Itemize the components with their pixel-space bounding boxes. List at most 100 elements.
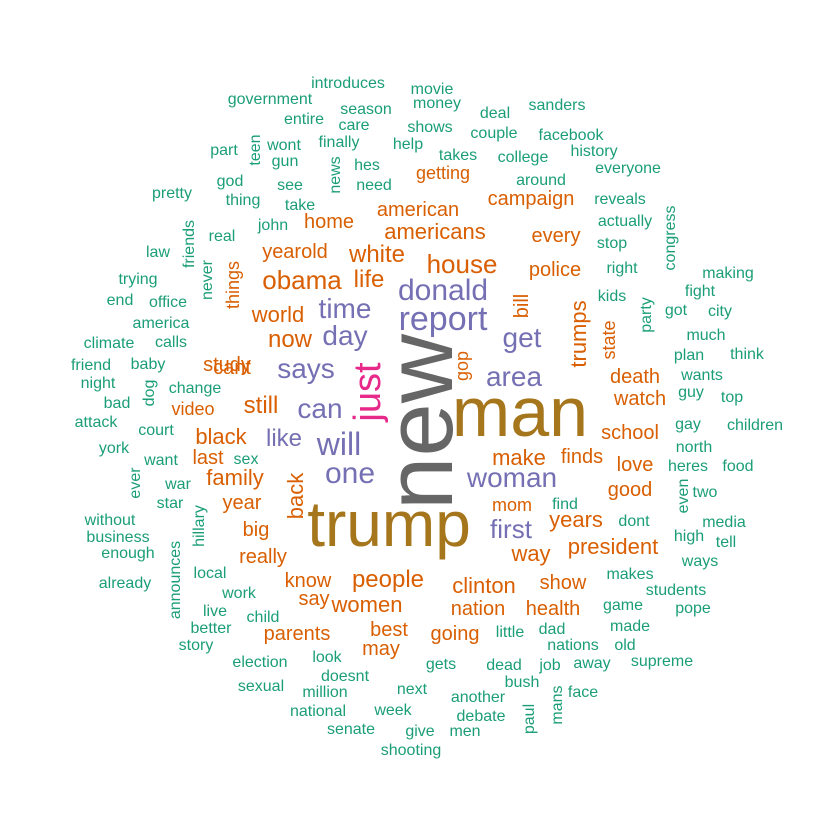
word-bad: bad xyxy=(104,395,131,412)
word-health: health xyxy=(526,598,581,620)
word-local: local xyxy=(194,565,227,582)
word-want: want xyxy=(143,452,178,469)
word-campaign: campaign xyxy=(488,188,575,210)
word-gun: gun xyxy=(272,153,299,170)
word-paul: paul xyxy=(521,704,538,734)
word-sanders: sanders xyxy=(529,97,586,114)
word-hillary: hillary xyxy=(191,505,208,547)
word-video: video xyxy=(171,399,214,419)
word-night: night xyxy=(81,375,116,392)
word-york: york xyxy=(99,440,130,457)
word-men: men xyxy=(449,723,480,740)
word-movie: movie xyxy=(411,81,454,98)
word-woman: woman xyxy=(466,462,557,493)
word-office: office xyxy=(149,294,187,311)
word-dad: dad xyxy=(539,621,566,638)
word-history: history xyxy=(570,143,617,160)
word-man: man xyxy=(452,373,588,451)
word-announces: announces xyxy=(167,541,184,619)
word-know: know xyxy=(285,570,332,592)
word-reveals: reveals xyxy=(594,191,646,208)
word-right: right xyxy=(606,260,638,277)
word-dead: dead xyxy=(486,657,522,674)
word-like: like xyxy=(266,425,302,452)
word-find: find xyxy=(552,496,578,513)
word-week: week xyxy=(373,702,412,719)
word-business: business xyxy=(86,529,149,546)
word-kids: kids xyxy=(598,288,626,305)
word-child: child xyxy=(247,609,280,626)
word-watch: watch xyxy=(613,388,666,410)
word-new: new xyxy=(366,333,473,510)
word-trying: trying xyxy=(118,271,157,288)
word-love: love xyxy=(617,454,654,476)
word-doesnt: doesnt xyxy=(321,668,370,685)
word-god: god xyxy=(217,173,244,190)
word-years: years xyxy=(549,507,603,532)
word-first: first xyxy=(490,514,533,544)
word-mom: mom xyxy=(492,495,532,515)
word-will: will xyxy=(316,426,361,462)
word-senate: senate xyxy=(327,721,375,738)
word-takes: takes xyxy=(439,147,477,164)
word-gets: gets xyxy=(426,656,456,673)
word-friends: friends xyxy=(181,220,198,268)
word-report: report xyxy=(399,300,488,338)
word-fight: fight xyxy=(685,283,716,300)
word-baby: baby xyxy=(131,356,166,373)
word-finds: finds xyxy=(561,446,603,468)
word-bill: bill xyxy=(511,294,533,318)
word-best: best xyxy=(370,619,408,641)
word-plan: plan xyxy=(674,347,704,364)
word-congress: congress xyxy=(662,206,679,271)
word-ever: ever xyxy=(127,467,144,499)
word-clinton: clinton xyxy=(452,573,516,598)
word-work: work xyxy=(221,585,257,602)
word-gop: gop xyxy=(452,351,472,381)
word-parents: parents xyxy=(264,623,331,645)
word-time: time xyxy=(319,293,372,324)
word-one: one xyxy=(325,457,375,490)
word-sexual: sexual xyxy=(238,678,284,695)
word-two: two xyxy=(693,484,718,501)
word-year: year xyxy=(223,492,262,514)
word-care: care xyxy=(338,117,369,134)
word-ways: ways xyxy=(681,553,718,570)
word-family: family xyxy=(206,465,263,490)
word-american: american xyxy=(377,199,459,221)
word-city: city xyxy=(708,303,732,320)
word-americans: americans xyxy=(384,219,485,244)
word-million: million xyxy=(302,684,347,701)
word-food: food xyxy=(722,458,753,475)
word-getting: getting xyxy=(416,163,470,183)
word-news: news xyxy=(327,156,344,193)
word-live: live xyxy=(203,603,227,620)
word-give: give xyxy=(405,723,434,740)
word-debate: debate xyxy=(457,708,506,725)
word-students: students xyxy=(646,582,706,599)
word-star: star xyxy=(157,495,184,512)
word-yearold: yearold xyxy=(262,241,328,263)
word-real: real xyxy=(209,228,236,245)
word-war: war xyxy=(164,476,191,493)
word-guy: guy xyxy=(678,384,704,401)
word-story: story xyxy=(179,637,214,654)
word-season: season xyxy=(340,101,392,118)
word-makes: makes xyxy=(606,566,653,583)
word-house: house xyxy=(427,249,498,279)
word-still: still xyxy=(244,392,279,419)
word-pope: pope xyxy=(675,600,711,617)
word-last: last xyxy=(192,447,224,469)
word-high: high xyxy=(674,528,704,545)
word-introduces: introduces xyxy=(311,75,385,92)
word-tell: tell xyxy=(716,534,736,551)
word-nation: nation xyxy=(451,598,506,620)
word-help: help xyxy=(393,136,423,153)
word-money: money xyxy=(413,95,461,112)
word-supreme: supreme xyxy=(631,653,693,670)
word-cant: cant xyxy=(213,357,251,379)
word-away: away xyxy=(573,655,610,672)
word-way: way xyxy=(510,541,550,566)
word-obama: obama xyxy=(262,265,342,295)
word-death: death xyxy=(610,366,660,388)
